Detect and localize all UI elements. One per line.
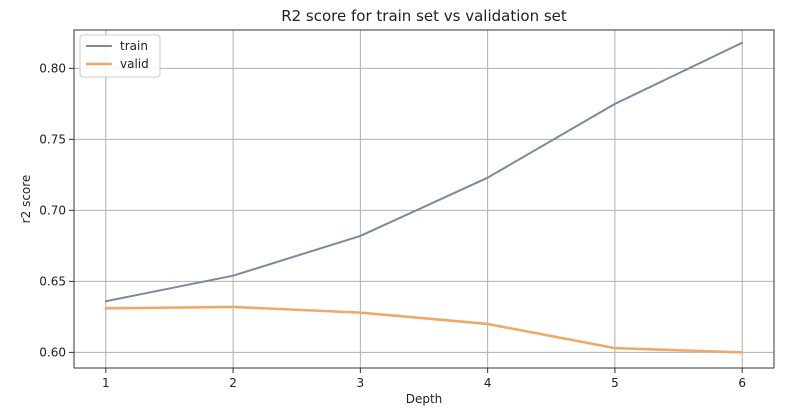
legend-label-train: train [120, 39, 148, 53]
y-tick-label: 0.75 [39, 132, 66, 146]
y-tick-label: 0.70 [39, 203, 66, 217]
x-tick-label: 1 [102, 376, 110, 390]
x-axis-ticks: 1 2 3 4 5 6 [102, 368, 746, 390]
y-tick-label: 0.65 [39, 274, 66, 288]
plot-frame [73, 29, 775, 369]
y-tick-label: 0.80 [39, 61, 66, 75]
y-axis-ticks: 0.60 0.65 0.70 0.75 0.80 [39, 61, 74, 359]
chart-title: R2 score for train set vs validation set [281, 7, 567, 25]
x-tick-label: 4 [484, 376, 492, 390]
x-tick-label: 6 [738, 376, 746, 390]
x-tick-label: 3 [357, 376, 365, 390]
x-axis-label: Depth [406, 392, 443, 406]
y-axis-label: r2 score [19, 175, 33, 224]
x-tick-label: 2 [229, 376, 237, 390]
legend-label-valid: valid [120, 57, 149, 71]
series-lines [104, 41, 744, 354]
grid [74, 30, 774, 368]
legend: train valid [79, 34, 161, 78]
series-line-train [104, 41, 744, 303]
x-tick-label: 5 [611, 376, 619, 390]
y-tick-label: 0.60 [39, 345, 66, 359]
series-line-valid [104, 305, 744, 354]
